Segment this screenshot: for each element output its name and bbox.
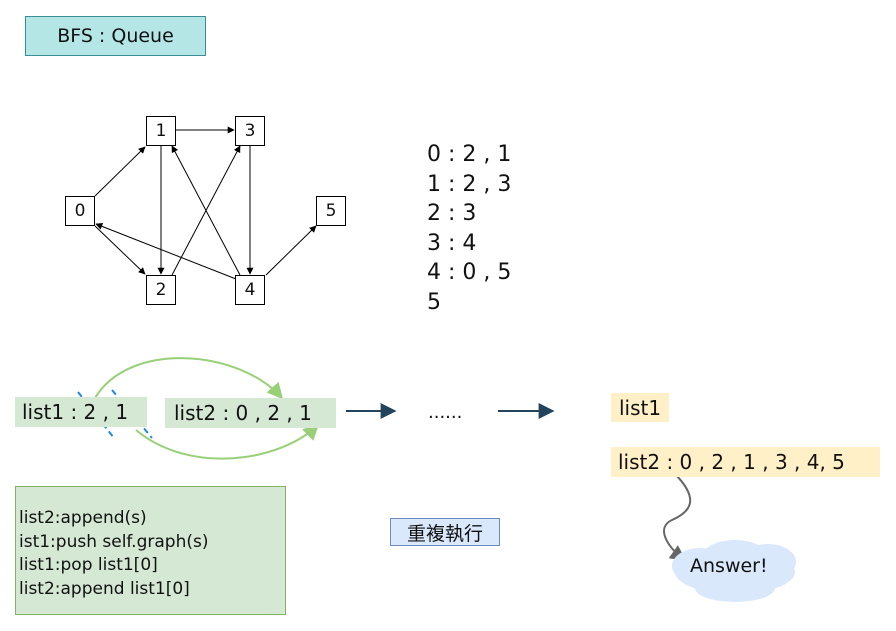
- edge-0-2: [94, 225, 146, 275]
- arc-bottom: [135, 423, 320, 460]
- node-2: 2: [146, 275, 176, 305]
- edge-4-1: [171, 145, 241, 276]
- code-line-2: ist1:push self.graph(s): [19, 531, 209, 552]
- list2-box: list2 : 0 , 2 , 1: [165, 398, 336, 428]
- node-4: 4: [235, 275, 265, 305]
- ellipsis: ......: [428, 402, 463, 423]
- adjacency-row-1: 1 : 2 , 3: [427, 171, 512, 197]
- arc-top: [94, 357, 284, 400]
- edge-0-1: [94, 146, 146, 197]
- adjacency-row-0: 0 : 2 , 1: [427, 142, 512, 167]
- code-box: list2:append(s) ist1:push self.graph(s) …: [15, 486, 286, 615]
- adjacency-list: 0 : 2 , 1 1 : 2 , 3 2 : 3 3 : 4 4 : 0 , …: [427, 140, 511, 317]
- node-5: 5: [316, 196, 346, 226]
- repeat-label: 重複執行: [390, 518, 500, 546]
- adjacency-row-2: 2 : 3: [427, 201, 477, 226]
- code-line-3: list1:pop list1[0]: [19, 555, 158, 575]
- code-line-4: list2:append list1[0]: [19, 578, 190, 599]
- adjacency-row-5: 5: [427, 289, 441, 315]
- edge-4-0: [95, 223, 237, 280]
- answer-cloud: [672, 540, 796, 602]
- result-list2: list2 : 0 , 2 , 1 , 3 , 4, 5: [611, 447, 880, 477]
- node-1: 1: [146, 116, 176, 146]
- diagram-title: BFS : Queue: [25, 16, 206, 56]
- list1-box: list1 : 2 , 1: [15, 397, 147, 427]
- node-3: 3: [235, 116, 265, 146]
- edge-4-5: [265, 225, 317, 276]
- result-list1: list1: [611, 393, 669, 422]
- adjacency-row-4: 4 : 0 , 5: [427, 260, 512, 285]
- code-line-1: list2:append(s): [19, 508, 147, 528]
- answer-text: Answer!: [690, 555, 768, 577]
- node-0: 0: [65, 196, 95, 226]
- adjacency-row-3: 3 : 4: [427, 230, 477, 256]
- answer-arrow: [663, 474, 692, 561]
